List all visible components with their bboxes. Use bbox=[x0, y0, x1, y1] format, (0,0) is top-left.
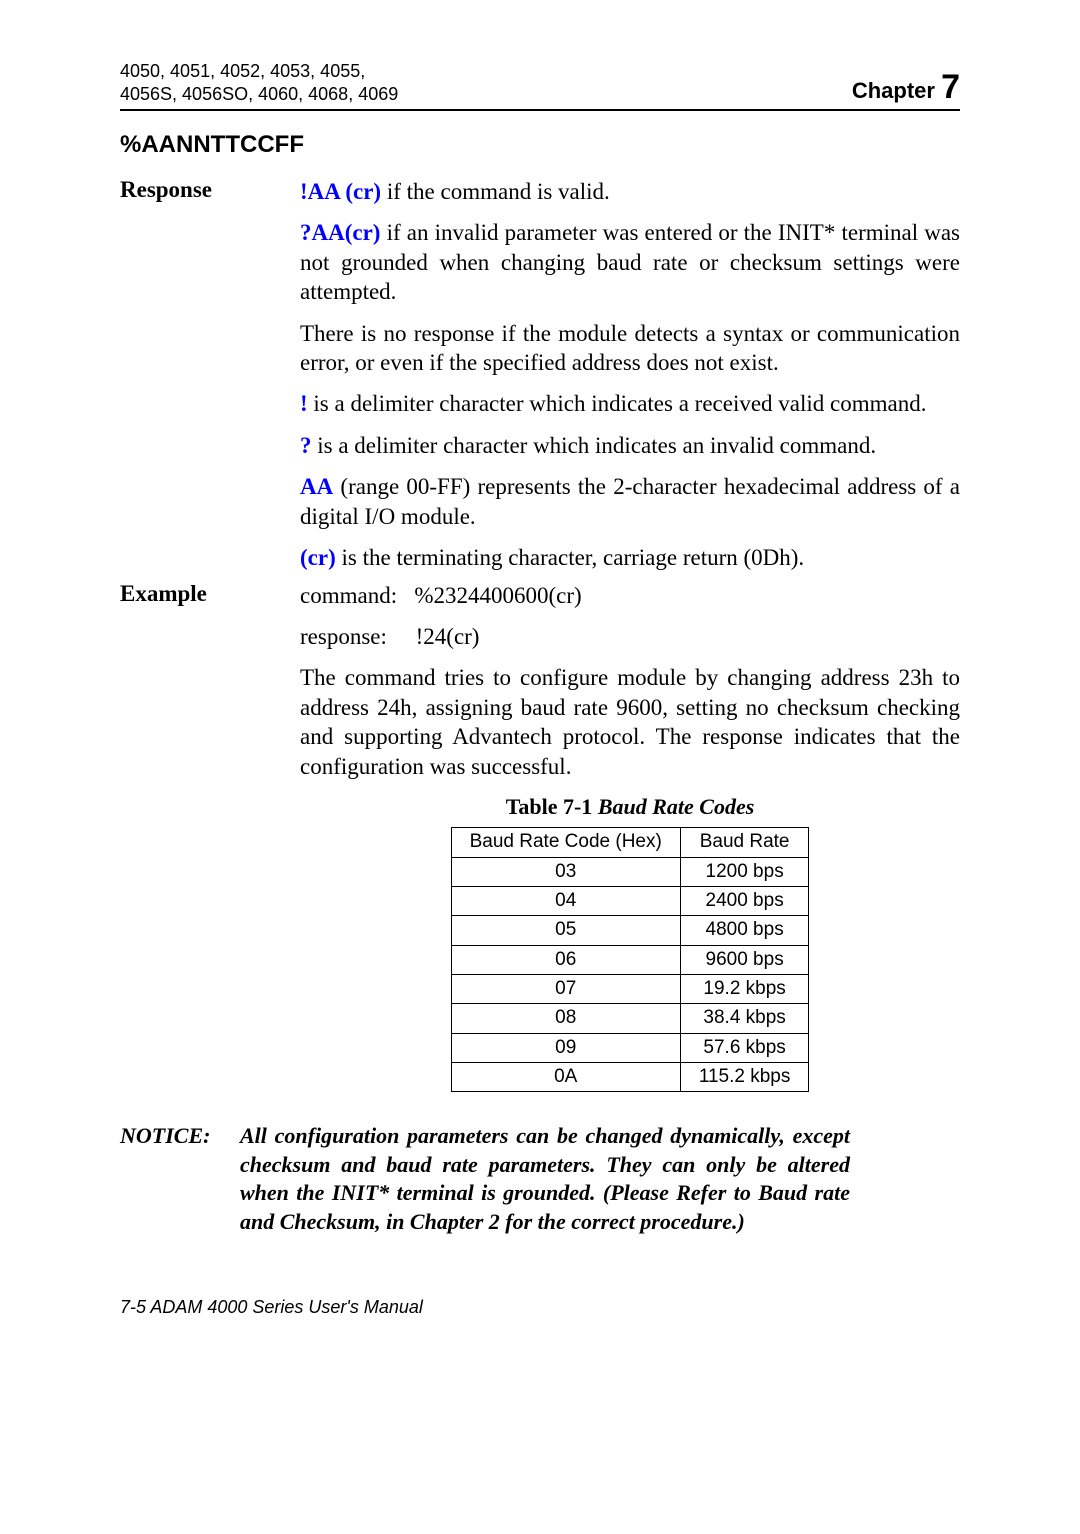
chapter-label: Chapter bbox=[852, 78, 935, 103]
chapter-number: 7 bbox=[941, 68, 960, 106]
header-line2: 4056S, 4056SO, 4060, 4068, 4069 bbox=[120, 83, 398, 106]
table-cell-rate: 9600 bps bbox=[680, 945, 809, 974]
example-para: The command tries to configure module by… bbox=[300, 663, 960, 781]
response-p6-blue: AA bbox=[300, 474, 333, 499]
example-cmd-value: %2324400600(cr) bbox=[414, 583, 581, 608]
table-cell-code: 0A bbox=[451, 1062, 680, 1091]
table-cell-rate: 1200 bps bbox=[680, 857, 809, 886]
example-resp-label: response: bbox=[300, 624, 387, 649]
table-row: 054800 bps bbox=[451, 916, 809, 945]
table-cell-rate: 4800 bps bbox=[680, 916, 809, 945]
response-body: !AA (cr) if the command is valid. ?AA(cr… bbox=[300, 177, 960, 577]
notice-body: All configuration parameters can be chan… bbox=[240, 1122, 960, 1236]
page-footer: 7-5 ADAM 4000 Series User's Manual bbox=[120, 1297, 960, 1318]
table-caption: Table 7-1 Baud Rate Codes bbox=[300, 793, 960, 821]
response-label: Response bbox=[120, 177, 300, 577]
table-row: 0A115.2 kbps bbox=[451, 1062, 809, 1091]
header-models: 4050, 4051, 4052, 4053, 4055, 4056S, 405… bbox=[120, 60, 398, 107]
header-line1: 4050, 4051, 4052, 4053, 4055, bbox=[120, 60, 398, 83]
table-cell-rate: 115.2 kbps bbox=[680, 1062, 809, 1091]
table-caption-bold: Table 7-1 bbox=[506, 794, 598, 819]
table-cell-code: 03 bbox=[451, 857, 680, 886]
table-row: 042400 bps bbox=[451, 887, 809, 916]
response-p4: ! is a delimiter character which indicat… bbox=[300, 389, 960, 418]
page-header: 4050, 4051, 4052, 4053, 4055, 4056S, 405… bbox=[120, 60, 960, 111]
notice-block: NOTICE: All configuration parameters can… bbox=[120, 1122, 960, 1236]
response-block: Response !AA (cr) if the command is vali… bbox=[120, 177, 960, 577]
section-title: %AANNTTCCFF bbox=[120, 131, 960, 159]
table-cell-code: 09 bbox=[451, 1033, 680, 1062]
table-cell-code: 05 bbox=[451, 916, 680, 945]
response-p2-blue: ?AA(cr) bbox=[300, 220, 380, 245]
table-cell-code: 06 bbox=[451, 945, 680, 974]
notice-label: NOTICE: bbox=[120, 1122, 240, 1236]
response-p7-blue: (cr) bbox=[300, 545, 336, 570]
table-row: 0838.4 kbps bbox=[451, 1004, 809, 1033]
response-p1: !AA (cr) if the command is valid. bbox=[300, 177, 960, 206]
table-cell-code: 08 bbox=[451, 1004, 680, 1033]
response-p1-rest: if the command is valid. bbox=[381, 179, 610, 204]
response-p5: ? is a delimiter character which indicat… bbox=[300, 431, 960, 460]
response-p2-rest: if an invalid parameter was entered or t… bbox=[300, 220, 960, 304]
table-header-row: Baud Rate Code (Hex) Baud Rate bbox=[451, 828, 809, 857]
example-label: Example bbox=[120, 581, 300, 1093]
table-row: 031200 bps bbox=[451, 857, 809, 886]
response-p4-blue: ! bbox=[300, 391, 308, 416]
table-cell-code: 07 bbox=[451, 974, 680, 1003]
table-caption-ital: Baud Rate Codes bbox=[598, 794, 754, 819]
table-row: 0719.2 kbps bbox=[451, 974, 809, 1003]
example-resp-value: !24(cr) bbox=[416, 624, 480, 649]
table-cell-code: 04 bbox=[451, 887, 680, 916]
response-p6: AA (range 00-FF) represents the 2-charac… bbox=[300, 472, 960, 531]
example-block: Example command: %2324400600(cr) respons… bbox=[120, 581, 960, 1093]
response-p7-rest: is the terminating character, carriage r… bbox=[336, 545, 804, 570]
table-col1-header: Baud Rate Code (Hex) bbox=[451, 828, 680, 857]
header-chapter: Chapter 7 bbox=[852, 68, 960, 107]
response-p7: (cr) is the terminating character, carri… bbox=[300, 543, 960, 572]
response-p4-rest: is a delimiter character which indicates… bbox=[308, 391, 927, 416]
response-p1-blue: !AA (cr) bbox=[300, 179, 381, 204]
response-p6-rest: (range 00-FF) represents the 2-character… bbox=[300, 474, 960, 528]
response-p3: There is no response if the module detec… bbox=[300, 319, 960, 378]
table-row: 0957.6 kbps bbox=[451, 1033, 809, 1062]
table-col2-header: Baud Rate bbox=[680, 828, 809, 857]
example-body: command: %2324400600(cr) response: !24(c… bbox=[300, 581, 960, 1093]
table-row: 069600 bps bbox=[451, 945, 809, 974]
table-cell-rate: 2400 bps bbox=[680, 887, 809, 916]
response-p5-blue: ? bbox=[300, 433, 312, 458]
table-cell-rate: 38.4 kbps bbox=[680, 1004, 809, 1033]
response-p2: ?AA(cr) if an invalid parameter was ente… bbox=[300, 218, 960, 306]
table-cell-rate: 19.2 kbps bbox=[680, 974, 809, 1003]
response-p5-rest: is a delimiter character which indicates… bbox=[312, 433, 877, 458]
baud-rate-table: Baud Rate Code (Hex) Baud Rate 031200 bp… bbox=[451, 827, 810, 1092]
table-cell-rate: 57.6 kbps bbox=[680, 1033, 809, 1062]
example-cmd-label: command: bbox=[300, 583, 397, 608]
example-response-line: response: !24(cr) bbox=[300, 622, 960, 651]
example-command-line: command: %2324400600(cr) bbox=[300, 581, 960, 610]
